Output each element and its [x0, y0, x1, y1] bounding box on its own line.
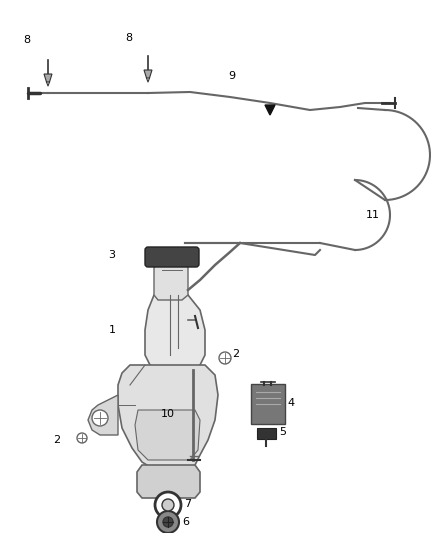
Text: 1: 1 [109, 325, 116, 335]
FancyBboxPatch shape [251, 384, 285, 424]
Polygon shape [135, 410, 200, 460]
Text: 2: 2 [232, 349, 239, 359]
Circle shape [162, 499, 174, 511]
Circle shape [219, 352, 231, 364]
Polygon shape [137, 465, 200, 498]
Polygon shape [88, 395, 118, 435]
FancyBboxPatch shape [257, 427, 276, 439]
Text: 7: 7 [184, 499, 191, 509]
Polygon shape [44, 74, 52, 82]
Polygon shape [154, 260, 188, 300]
Circle shape [77, 433, 87, 443]
Text: 11: 11 [366, 210, 380, 220]
Circle shape [157, 511, 179, 533]
Text: 10: 10 [161, 409, 175, 419]
Text: 2: 2 [53, 435, 60, 445]
Polygon shape [265, 105, 275, 115]
FancyBboxPatch shape [145, 247, 199, 267]
Polygon shape [118, 365, 218, 470]
Text: 5: 5 [279, 427, 286, 437]
Circle shape [92, 410, 108, 426]
Circle shape [163, 517, 173, 527]
Circle shape [155, 492, 181, 518]
Text: 9: 9 [228, 71, 235, 81]
Text: 3: 3 [108, 250, 115, 260]
Polygon shape [145, 295, 205, 370]
Text: 8: 8 [125, 33, 132, 43]
Text: 8: 8 [23, 35, 30, 45]
Polygon shape [144, 70, 152, 78]
Text: 6: 6 [182, 517, 189, 527]
Text: 4: 4 [287, 398, 294, 408]
